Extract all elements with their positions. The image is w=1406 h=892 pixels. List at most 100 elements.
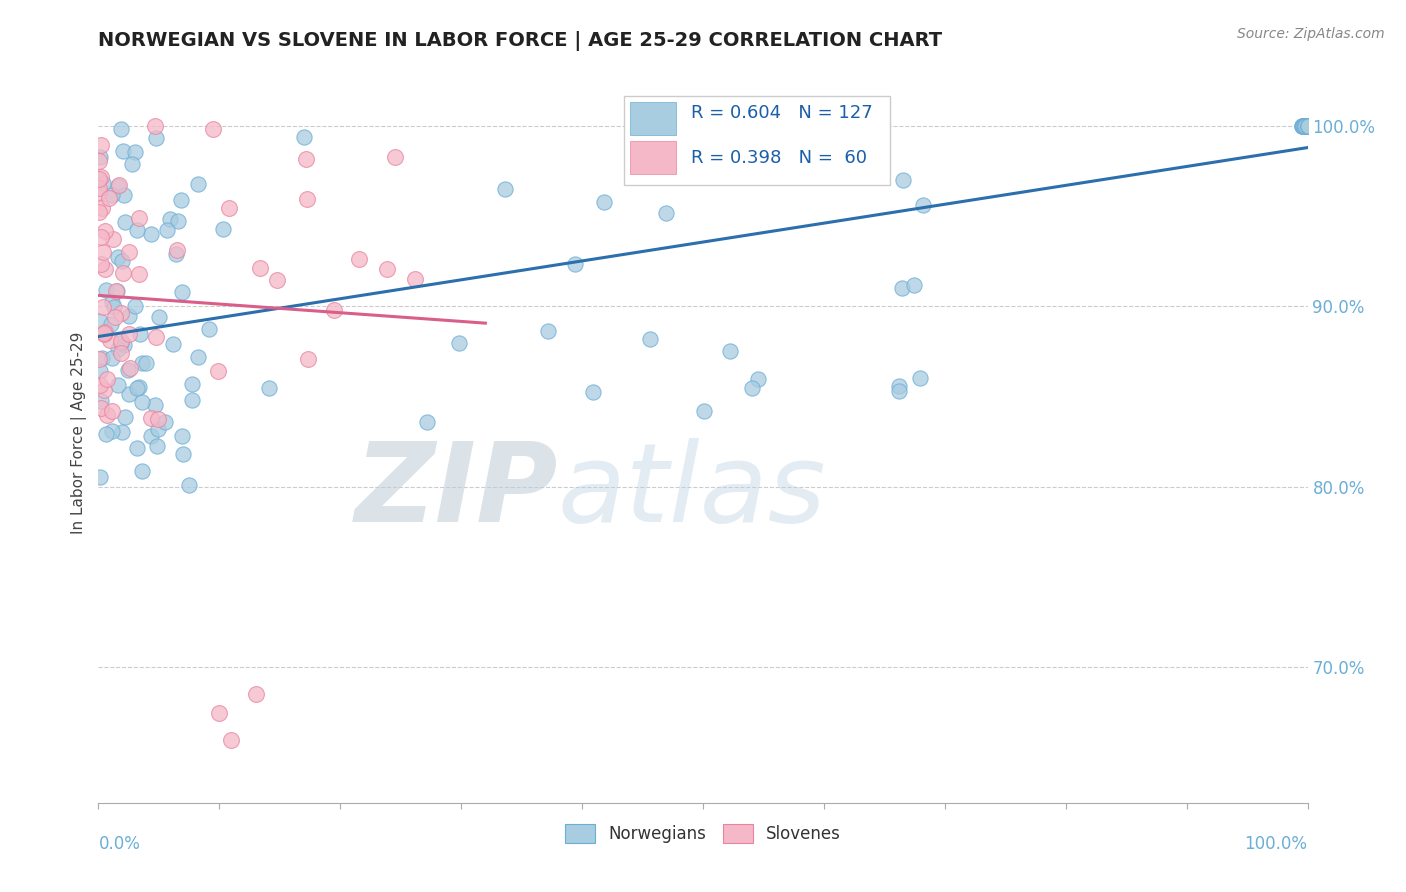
Point bbox=[89, 469, 111, 483]
Point bbox=[910, 371, 932, 385]
Point bbox=[94, 224, 117, 238]
Point bbox=[110, 346, 132, 360]
Point bbox=[1294, 119, 1316, 133]
Point bbox=[128, 267, 150, 281]
Point bbox=[91, 244, 114, 259]
Point bbox=[166, 214, 188, 228]
Point bbox=[887, 384, 910, 398]
Point bbox=[347, 252, 370, 266]
Point bbox=[96, 372, 118, 386]
Point bbox=[111, 253, 134, 268]
Point bbox=[90, 169, 112, 184]
Point bbox=[156, 222, 179, 236]
Point bbox=[741, 381, 763, 395]
Point bbox=[655, 206, 678, 220]
Point bbox=[112, 338, 135, 352]
Point bbox=[1294, 119, 1316, 133]
Point bbox=[1296, 119, 1319, 133]
Point bbox=[208, 706, 231, 720]
Point bbox=[128, 211, 150, 225]
Point bbox=[146, 422, 169, 436]
Point bbox=[249, 260, 271, 275]
Point bbox=[148, 412, 170, 426]
Point bbox=[117, 387, 139, 401]
Point bbox=[165, 247, 187, 261]
Point bbox=[93, 326, 115, 341]
Point bbox=[207, 364, 229, 378]
Point bbox=[129, 326, 152, 341]
Point bbox=[887, 379, 910, 393]
Point bbox=[1296, 119, 1319, 133]
Point bbox=[107, 343, 129, 357]
Point bbox=[1296, 119, 1319, 133]
Point bbox=[89, 150, 111, 164]
Point bbox=[1296, 119, 1319, 133]
Point bbox=[104, 310, 127, 324]
Point bbox=[292, 129, 315, 144]
Point bbox=[148, 310, 170, 324]
Point bbox=[187, 350, 209, 364]
Point bbox=[1296, 119, 1319, 133]
Point bbox=[1296, 119, 1319, 133]
Y-axis label: In Labor Force | Age 25-29: In Labor Force | Age 25-29 bbox=[72, 332, 87, 533]
Point bbox=[103, 232, 125, 246]
Point bbox=[202, 121, 225, 136]
Point bbox=[1295, 119, 1317, 133]
Point bbox=[101, 351, 124, 365]
Point bbox=[155, 415, 177, 429]
Point bbox=[94, 325, 117, 339]
Point bbox=[96, 408, 118, 422]
Point bbox=[89, 364, 111, 378]
Point bbox=[172, 447, 194, 461]
Point bbox=[218, 201, 240, 215]
Point bbox=[101, 188, 124, 202]
Point bbox=[121, 156, 143, 170]
Point bbox=[93, 177, 115, 191]
Point bbox=[146, 439, 169, 453]
Point bbox=[101, 424, 124, 438]
Point bbox=[112, 145, 135, 159]
Point bbox=[124, 145, 146, 159]
Point bbox=[94, 283, 117, 297]
Point bbox=[110, 305, 132, 319]
Text: R = 0.604   N = 127: R = 0.604 N = 127 bbox=[690, 104, 873, 122]
Point bbox=[90, 201, 112, 215]
Point bbox=[87, 351, 110, 366]
Point bbox=[494, 182, 516, 196]
Point bbox=[103, 300, 125, 314]
Point bbox=[114, 215, 136, 229]
Point bbox=[108, 178, 131, 192]
Point bbox=[1295, 119, 1317, 133]
Point bbox=[912, 198, 935, 212]
Point bbox=[1296, 119, 1319, 133]
Point bbox=[1296, 119, 1319, 133]
Point bbox=[1296, 119, 1319, 133]
Point bbox=[87, 153, 110, 168]
Point bbox=[91, 300, 114, 314]
Point bbox=[1291, 119, 1313, 133]
Point bbox=[162, 336, 184, 351]
Point bbox=[693, 404, 716, 418]
Point bbox=[143, 119, 166, 133]
Point bbox=[87, 185, 110, 199]
Point bbox=[93, 326, 115, 340]
Point bbox=[404, 271, 426, 285]
Point bbox=[1296, 119, 1319, 133]
Point bbox=[170, 429, 193, 443]
Text: atlas: atlas bbox=[558, 438, 827, 545]
Point bbox=[105, 284, 128, 298]
Point bbox=[90, 401, 112, 415]
Point bbox=[718, 344, 741, 359]
Point bbox=[245, 688, 267, 702]
Point bbox=[1292, 119, 1315, 133]
Point bbox=[1296, 119, 1319, 133]
Point bbox=[111, 266, 134, 280]
Point bbox=[1292, 119, 1315, 133]
Point bbox=[638, 332, 661, 346]
Point bbox=[112, 188, 135, 202]
Point bbox=[118, 245, 141, 260]
Point bbox=[903, 277, 925, 292]
Point bbox=[90, 137, 112, 152]
Point bbox=[266, 272, 288, 286]
Point bbox=[416, 415, 439, 429]
